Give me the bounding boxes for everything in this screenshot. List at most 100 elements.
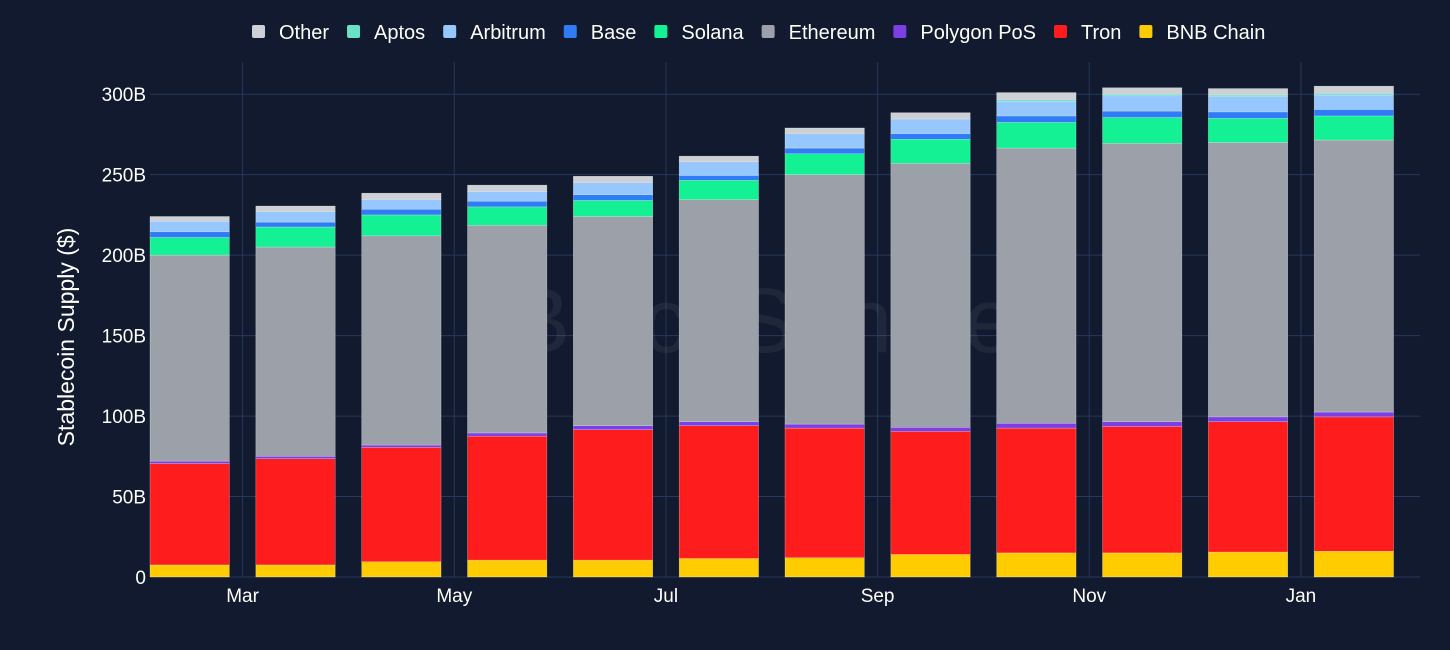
x-tick-label: Nov xyxy=(1072,586,1106,607)
bar-segment-arbitrum xyxy=(149,221,230,233)
bar-segment-arbitrum xyxy=(784,133,865,149)
bar-segment-bnb-chain xyxy=(678,558,759,578)
bar-segment-solana xyxy=(361,214,442,237)
bar-segment-other xyxy=(1313,85,1394,94)
bar-stack xyxy=(573,176,653,578)
legend-swatch xyxy=(1139,25,1153,38)
bar-segment-bnb-chain xyxy=(996,552,1077,578)
bar-segment-base xyxy=(1313,109,1394,117)
bar-segment-base xyxy=(573,194,653,201)
legend-label: Solana xyxy=(681,22,744,44)
bar-segment-solana xyxy=(1313,115,1394,141)
legend-item: Tron xyxy=(1054,22,1121,44)
bar-segment-bnb-chain xyxy=(149,564,230,578)
bar-segment-solana xyxy=(573,200,653,217)
bar-segment-arbitrum xyxy=(467,191,548,202)
bar-segment-ethereum xyxy=(255,246,336,457)
bar-segment-ethereum xyxy=(1313,139,1394,413)
legend-label: BNB Chain xyxy=(1166,22,1265,44)
bar-stack xyxy=(1102,87,1183,578)
legend-label: Polygon PoS xyxy=(920,22,1036,44)
legend-label: Base xyxy=(591,22,637,44)
bars xyxy=(149,85,1394,578)
y-tick-label: 50B xyxy=(112,488,146,509)
y-tick-label: 150B xyxy=(102,327,146,348)
bar-segment-polygon-pos xyxy=(996,423,1077,429)
bar-segment-base xyxy=(784,147,865,154)
bar-segment-base xyxy=(149,231,230,238)
bar-segment-solana xyxy=(890,139,971,164)
bar-segment-other xyxy=(784,127,865,134)
bar-stack xyxy=(996,92,1077,578)
y-axis-title: Stablecoin Supply ($) xyxy=(53,228,79,447)
bar-segment-ethereum xyxy=(890,163,971,428)
bar-segment-base xyxy=(361,209,442,216)
bar-segment-polygon-pos xyxy=(1102,421,1183,427)
bar-segment-arbitrum xyxy=(573,182,653,196)
legend-label: Tron xyxy=(1081,22,1121,44)
bar-segment-solana xyxy=(149,237,230,256)
bar-segment-bnb-chain xyxy=(1208,551,1288,578)
legend-item: Arbitrum xyxy=(443,22,546,44)
bar-segment-solana xyxy=(1208,118,1288,143)
bar-segment-ethereum xyxy=(149,254,230,462)
bar-segment-polygon-pos xyxy=(361,444,442,448)
bar-segment-base xyxy=(1208,111,1288,119)
bar-segment-solana xyxy=(467,206,548,226)
bar-segment-ethereum xyxy=(784,174,865,425)
x-tick-label: Jul xyxy=(654,586,678,607)
bar-segment-ethereum xyxy=(467,225,548,434)
legend-label: Aptos xyxy=(374,22,425,44)
legend-swatch xyxy=(1054,25,1067,38)
x-tick-label: Jan xyxy=(1286,586,1317,607)
legend-swatch xyxy=(654,25,668,38)
bar-segment-tron xyxy=(1102,426,1183,554)
bar-segment-base xyxy=(1102,110,1183,118)
bar-segment-other xyxy=(361,192,442,200)
legend-swatch xyxy=(252,25,265,38)
legend-item: Aptos xyxy=(347,22,425,44)
bar-segment-arbitrum xyxy=(678,161,759,176)
y-tick-label: 250B xyxy=(102,166,146,187)
legend-label: Ethereum xyxy=(789,22,876,44)
bar-segment-base xyxy=(996,115,1077,123)
bar-segment-other xyxy=(1102,87,1183,95)
bar-segment-bnb-chain xyxy=(1313,551,1394,578)
legend-swatch xyxy=(893,25,907,38)
bar-segment-other xyxy=(573,176,653,183)
bar-segment-polygon-pos xyxy=(678,421,759,426)
bar-segment-base xyxy=(255,221,336,228)
bar-stack xyxy=(361,192,442,578)
bar-segment-tron xyxy=(996,427,1077,554)
y-tick-label: 0 xyxy=(135,568,146,589)
bar-segment-solana xyxy=(996,122,1077,149)
bar-segment-bnb-chain xyxy=(255,564,336,578)
y-tick-label: 200B xyxy=(102,246,146,267)
bar-segment-bnb-chain xyxy=(784,557,865,578)
bar-segment-arbitrum xyxy=(361,199,442,210)
bar-segment-polygon-pos xyxy=(784,423,865,429)
bar-segment-tron xyxy=(573,429,653,561)
legend-item: Solana xyxy=(654,22,745,44)
y-tick-label: 300B xyxy=(102,85,146,106)
bar-segment-tron xyxy=(678,425,759,559)
legend-item: Polygon PoS xyxy=(893,22,1036,44)
bar-segment-ethereum xyxy=(1208,142,1288,418)
bar-segment-solana xyxy=(255,226,336,248)
bar-segment-polygon-pos xyxy=(255,456,336,459)
bar-stack xyxy=(1208,88,1288,578)
legend-item: Ethereum xyxy=(761,22,876,44)
bar-segment-polygon-pos xyxy=(467,432,548,437)
bar-segment-bnb-chain xyxy=(1102,552,1183,578)
bar-segment-tron xyxy=(149,463,230,566)
legend-item: Base xyxy=(563,22,637,44)
legend-item: BNB Chain xyxy=(1139,22,1265,44)
bar-stack xyxy=(467,184,548,578)
bar-stack xyxy=(890,112,971,578)
bar-stack xyxy=(149,216,230,578)
bar-segment-solana xyxy=(784,153,865,175)
bar-segment-other xyxy=(678,155,759,163)
x-tick-label: Mar xyxy=(226,586,259,607)
legend-label: Other xyxy=(279,22,329,44)
bar-segment-solana xyxy=(678,180,759,200)
